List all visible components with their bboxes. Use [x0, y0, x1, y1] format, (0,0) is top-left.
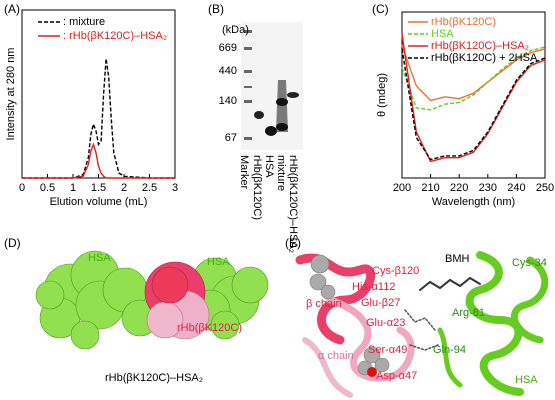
marker-label: 669: [219, 42, 237, 54]
panel-label: (E): [285, 236, 301, 250]
residue-label: HSA: [515, 374, 538, 386]
legend-label: HSA: [431, 28, 454, 40]
band: [287, 92, 299, 98]
legend-label: rHb(βK120C)–HSA₂: [431, 40, 529, 52]
x-tick-label: 1: [70, 182, 76, 194]
legend-label: rHb(βK120C) + 2HSA: [431, 52, 538, 64]
band: [254, 111, 264, 119]
residue-label: Glu-α23: [366, 317, 405, 329]
series-line: [22, 58, 175, 179]
residue-label: α chain: [318, 350, 354, 362]
residue-label: β chain: [306, 298, 342, 310]
legend-label: rHb(βK120C): [431, 16, 496, 28]
panel-label: (C): [372, 2, 389, 16]
x-tick-label: 220: [450, 182, 468, 194]
label: HSA: [88, 252, 111, 264]
gel-unit: (kDa): [222, 24, 249, 36]
x-tick-label: 210: [421, 182, 439, 194]
x-tick-label: 0.5: [40, 182, 55, 194]
series-line: [401, 48, 546, 161]
residue-label: Arg-81: [452, 307, 485, 319]
band: [276, 98, 288, 106]
label: rHb(βK120C): [177, 322, 242, 334]
ladder: [244, 30, 252, 140]
lane-label: HSA: [263, 155, 275, 178]
x-tick-label: 240: [507, 182, 525, 194]
lane-label: rHb(βK120C): [251, 155, 263, 220]
label: HSA: [207, 256, 230, 268]
x-tick-label: 0: [19, 182, 25, 194]
x-tick-label: 200: [393, 182, 411, 194]
x-tick-label: 230: [479, 182, 497, 194]
residue-label: Glu-β27: [361, 297, 400, 309]
x-tick-label: 2: [121, 182, 127, 194]
legend-label: : rHb(βK120C)–HSA₂: [63, 30, 167, 42]
residue-label: His-α112: [352, 281, 395, 293]
x-axis-label: Elution volume (mL): [50, 196, 148, 208]
lane-label: rHb(βK120C)–HSA₂: [287, 155, 299, 253]
legend-label: : mixture: [63, 16, 105, 28]
residue-label: Cys-34: [512, 257, 547, 269]
plot-frame: [401, 11, 546, 179]
residue-label: Cys-β120: [372, 265, 419, 277]
series-line: [22, 142, 175, 179]
marker-label: 67: [225, 132, 237, 144]
gel: [241, 22, 303, 150]
band: [276, 123, 288, 131]
detail-labels: BMH Cys-β120 Cys-34 His-α112 Glu-β27 Arg-81 Gl…: [306, 253, 547, 386]
x-tick-label: 2.5: [142, 182, 157, 194]
x-tick-label: 3: [172, 182, 178, 194]
lane-label: Marker: [238, 155, 250, 190]
lane-label: mixture: [275, 155, 287, 191]
residue-label: Asp-α47: [376, 370, 417, 382]
structure-render: [35, 250, 269, 350]
series-line: [401, 33, 546, 163]
series-line: [401, 46, 546, 111]
residue-label: Ser-α49: [368, 344, 407, 356]
marker-label: 140: [219, 95, 237, 107]
panel-label: (A): [4, 2, 20, 16]
y-axis-label: θ (mdeg): [376, 73, 388, 117]
residue-label: Gln-94: [433, 344, 466, 356]
detail-render: [295, 248, 555, 400]
x-tick-label: 250: [536, 182, 554, 194]
label: rHb(βK120C)–HSA₂: [105, 372, 203, 384]
panel-label: (D): [4, 236, 21, 250]
y-axis-label: Intensity at 280 nm: [5, 48, 17, 141]
band: [265, 126, 277, 136]
residue-label: BMH: [445, 253, 470, 265]
marker-label: 440: [219, 65, 237, 77]
x-axis-label: Wavelength (nm): [432, 196, 515, 208]
panel-label: (B): [208, 2, 224, 16]
x-tick-label: 1.5: [91, 182, 106, 194]
series-line: [401, 44, 546, 102]
